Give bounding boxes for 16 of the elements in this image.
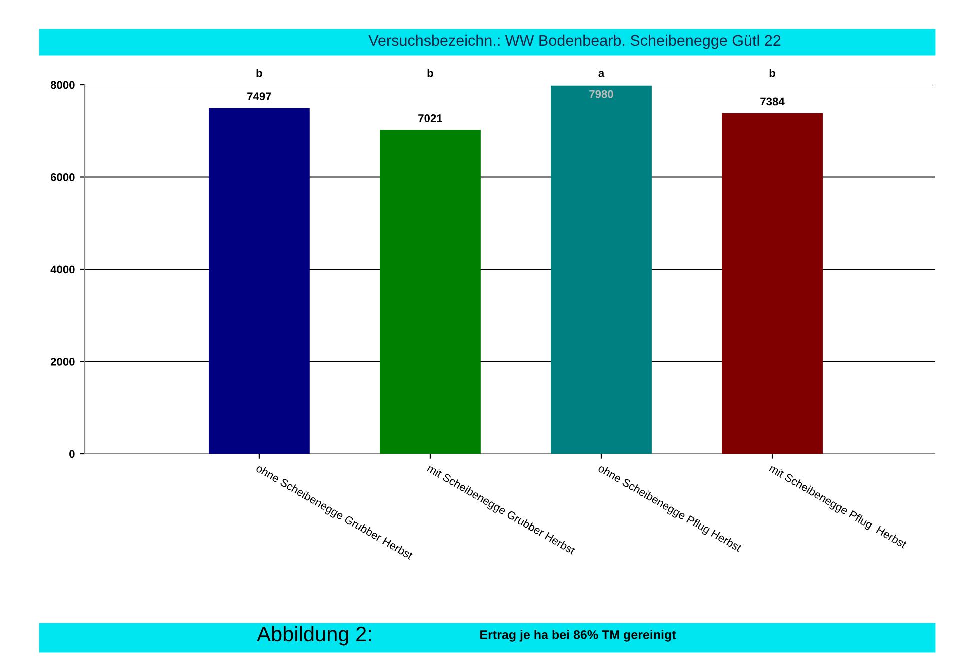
data-label: 7980 xyxy=(590,90,614,98)
y-tick-label: 4000 xyxy=(50,266,75,274)
text: Ertrag je ha bei 86% TM gereinigt xyxy=(480,630,676,642)
chart-title: Versuchsbezeichn.: WW Bodenbearb. Scheibenegge Gütl 22 xyxy=(368,34,781,50)
data-label: 7497 xyxy=(248,92,272,100)
text: b xyxy=(256,69,262,78)
y-tick-label: 2000 xyxy=(50,358,75,366)
text: b xyxy=(770,69,776,78)
y-tick-label: 6000 xyxy=(50,174,75,182)
text: a xyxy=(598,71,605,78)
data-label: 7384 xyxy=(760,98,785,106)
text: Abbildung 2: xyxy=(257,626,372,646)
y-tick-label: 0 xyxy=(70,450,75,458)
text: b xyxy=(428,69,434,78)
data-label: 7021 xyxy=(418,114,443,122)
y-tick-label: 8000 xyxy=(50,81,75,90)
